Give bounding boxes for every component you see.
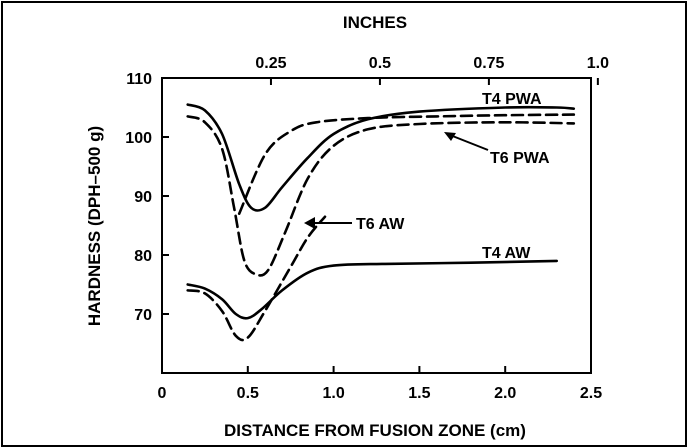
series-line-t6-aw-as-welded: [186, 215, 327, 342]
series-line-t4-aw: [186, 259, 558, 320]
series-line-t4-pwa: [186, 103, 576, 212]
y-tick-label: 100: [125, 130, 152, 147]
x-tick-label: 0: [158, 385, 167, 402]
top-axis-title: INCHES: [343, 13, 407, 32]
x-tick-label: 2.0: [494, 385, 516, 402]
y-tick-label: 110: [126, 71, 152, 88]
axis-ticks: 0 0.5 1.0 1.5 2.0 2.5 0.25 0.5 0.75 1.0 70 80 90 100 1…: [125, 55, 609, 402]
y-tick-label: 70: [134, 307, 152, 324]
series-line-t6-pwa: [186, 115, 576, 277]
x-tick-label: 1.5: [408, 385, 430, 402]
y-axis-title: HARDNESS (DPH–500 g): [85, 126, 104, 326]
arrow-t6-pwa: [449, 134, 489, 151]
top-tick-label: 0.25: [255, 55, 286, 72]
series-line-t6-aw: [237, 113, 576, 215]
x-tick-label: 0.5: [237, 385, 259, 402]
series-annotations: T4 PWA T6 PWA T6 AW T4 AW: [304, 91, 550, 262]
arrowhead-t6-pwa: [444, 132, 456, 141]
label-t4-pwa: T4 PWA: [482, 91, 542, 108]
annotation-arrows: [304, 132, 489, 229]
series-curves: [186, 103, 576, 342]
top-tick-label: 0.75: [473, 55, 504, 72]
top-tick-label: 1.0: [587, 55, 609, 72]
arrowhead-t6-aw: [304, 217, 315, 229]
label-t6-pwa: T6 PWA: [490, 150, 550, 167]
x-tick-label: 1.0: [322, 385, 344, 402]
label-t4-aw: T4 AW: [482, 245, 531, 262]
x-axis-title: DISTANCE FROM FUSION ZONE (cm): [224, 421, 526, 440]
y-tick-label: 80: [134, 248, 152, 265]
plot-frame: [161, 77, 592, 374]
x-tick-label: 2.5: [580, 385, 602, 402]
top-tick-label: 0.5: [369, 55, 391, 72]
label-t6-aw: T6 AW: [356, 216, 405, 233]
y-tick-label: 90: [134, 189, 152, 206]
